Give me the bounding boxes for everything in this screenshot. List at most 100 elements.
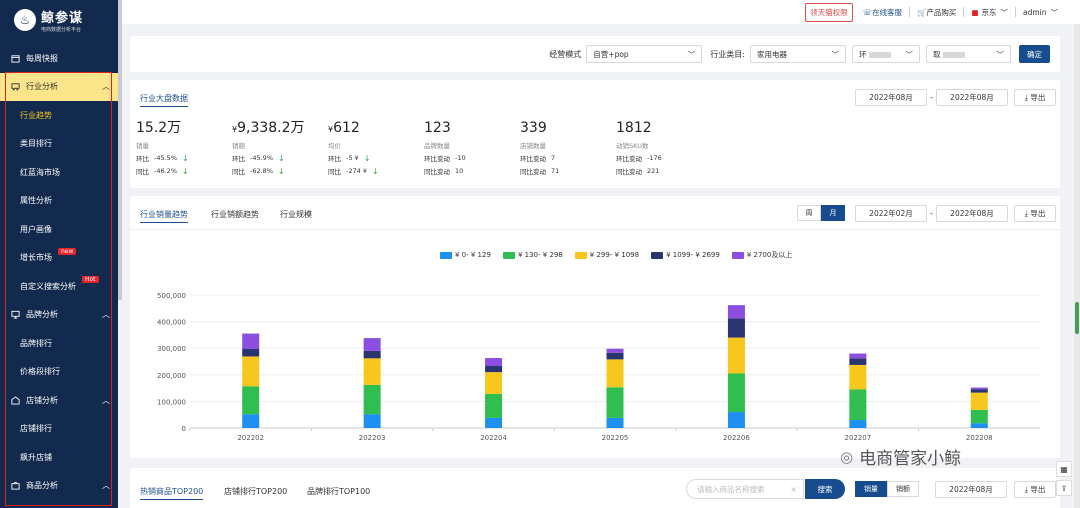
bar-segment — [849, 364, 867, 390]
kpi-mom: 环比变动 7 — [520, 154, 556, 163]
sidebar-item-brand[interactable]: 品牌分析 ︿ — [0, 301, 118, 330]
trend-panel — [130, 196, 1060, 458]
chevron-up-icon: ︿ — [102, 310, 110, 320]
chevron-down-icon: ﹀ — [687, 49, 696, 59]
bar-segment — [363, 358, 381, 385]
legend-item[interactable]: ¥ 2700及以上 — [731, 250, 792, 260]
chart-legend: ¥ 0- ¥ 129 ¥ 130- ¥ 298 ¥ 299- ¥ 1098 ¥ 109… — [440, 250, 792, 260]
week-toggle[interactable]: 周 — [797, 205, 821, 221]
legend-item[interactable]: ¥ 0- ¥ 129 — [440, 250, 491, 260]
page-scrollbar[interactable] — [1074, 24, 1080, 508]
arrow-down-icon: ↓ — [278, 153, 285, 163]
mode-value: 自营+pop — [593, 49, 629, 59]
sidebar-item-rising-shop[interactable]: 飙升店铺 — [0, 443, 118, 472]
sidebar-item-redblue-market[interactable]: 红蓝海市场 — [0, 158, 118, 187]
legend-item[interactable]: ¥ 299- ¥ 1098 — [574, 250, 639, 260]
online-service-link[interactable]: 在线客服 — [872, 7, 903, 17]
sidebar-item-brand-rank[interactable]: 品牌排行 — [0, 329, 118, 358]
sidebar-item-attribute[interactable]: 属性分析 — [0, 187, 118, 216]
bar-segment — [242, 386, 260, 415]
tab-shop-rank[interactable]: 店铺排行TOP200 — [224, 487, 288, 496]
stacked-bar-chart: 0 100,000 200,000 300,000 400,000 500,000 2022… — [157, 292, 1040, 442]
category-label: 行业类目: — [710, 49, 745, 59]
kpi-yoy: 同比 -46.2% ↓ — [136, 166, 189, 177]
legend-item[interactable]: ¥ 130- ¥ 298 — [502, 250, 563, 260]
platform-select[interactable]: 京东 — [981, 7, 997, 17]
sidebar-item-product[interactable]: 商品分析 ︿ — [0, 472, 118, 501]
search-button[interactable]: 搜索 — [805, 479, 845, 499]
subcategory-select-2[interactable]: 取 ﹀ — [926, 45, 1011, 63]
volume-toggle[interactable]: 销量 — [855, 481, 887, 497]
y-tick-label: 400,000 — [157, 319, 186, 327]
top-list-panel — [130, 468, 1060, 508]
sidebar-item-custom-search[interactable]: 自定义搜索分析 Hot — [0, 272, 118, 301]
y-tick-label: 0 — [182, 425, 186, 433]
sidebar-item-label: 商品分析 — [26, 481, 58, 491]
top-icon[interactable]: ⇪ — [1056, 480, 1072, 496]
overview-panel — [130, 80, 1060, 188]
trend-date-start[interactable]: 2022年02月 — [855, 205, 927, 222]
bottom-date[interactable]: 2022年08月 — [935, 481, 1007, 498]
user-menu[interactable]: admin — [1023, 7, 1047, 17]
bar-segment — [606, 348, 624, 353]
qr-icon[interactable]: ▦ — [1056, 461, 1072, 477]
sidebar-item-shop[interactable]: 店铺分析 ︿ — [0, 386, 118, 415]
bar-segment — [606, 387, 624, 418]
overview-export-button[interactable]: ⤓ 导出 — [1014, 89, 1056, 106]
tab-brand-rank[interactable]: 品牌排行TOP100 — [307, 487, 371, 496]
bar-segment — [242, 348, 260, 357]
bottom-export-button[interactable]: ⤓ 导出 — [1014, 481, 1056, 498]
sidebar-item-growth-market[interactable]: 增长市场 new — [0, 244, 118, 273]
sidebar-item-industry-trend[interactable]: 行业趋势 — [0, 101, 118, 130]
subcategory-select-1[interactable]: 环 ﹀ — [852, 45, 920, 63]
chevron-down-icon: ﹀ — [996, 49, 1005, 59]
overview-date-end[interactable]: 2022年08月 — [936, 89, 1008, 106]
product-search-input[interactable]: 请输入商品名称搜索 × — [686, 479, 804, 499]
trend-export-button[interactable]: ⤓ 导出 — [1014, 205, 1056, 222]
bar-segment — [242, 333, 260, 349]
chevron-down-icon: ﹀ — [1050, 7, 1059, 17]
feedback-button[interactable]: 领天猫权限 — [805, 2, 853, 22]
month-toggle[interactable]: 月 — [821, 205, 845, 221]
hot-badge: Hot — [82, 276, 99, 283]
bar-segment — [363, 338, 381, 351]
legend-item[interactable]: ¥ 1099- ¥ 2699 — [651, 250, 720, 260]
sidebar-item-label: 增长市场 — [20, 253, 52, 263]
sidebar-item-category-rank[interactable]: 类目排行 — [0, 130, 118, 159]
kpi-card: 123 品牌数量 环比变动 -10 同比变动 10 — [424, 118, 520, 176]
sidebar-item-weekly[interactable]: 每周快报 — [0, 44, 118, 73]
kpi-label: 销量 — [136, 142, 149, 150]
tab-industry-scale[interactable]: 行业规模 — [280, 210, 312, 219]
download-icon: ⤓ — [1024, 484, 1028, 494]
sidebar-item-shop-rank[interactable]: 店铺排行 — [0, 415, 118, 444]
legend-swatch — [731, 251, 744, 259]
legend-swatch — [440, 251, 452, 259]
calendar-icon — [10, 53, 20, 63]
category-select[interactable]: 家用电器 ﹀ — [750, 45, 846, 63]
trend-date-end[interactable]: 2022年08月 — [936, 205, 1008, 222]
tab-overview[interactable]: 行业大盘数据 — [140, 93, 188, 107]
x-tick-label: 202207 — [844, 434, 871, 442]
purchase-link[interactable]: 产品购买 — [926, 7, 957, 17]
amount-toggle[interactable]: 销额 — [887, 481, 919, 497]
bar-segment — [970, 409, 988, 424]
sidebar-item-label: 品牌排行 — [20, 338, 52, 348]
overview-date-start[interactable]: 2022年08月 — [855, 89, 927, 106]
sidebar-item-user-profile[interactable]: 用户画像 — [0, 215, 118, 244]
clear-icon[interactable]: × — [790, 484, 797, 494]
sidebar-item-price-rank[interactable]: 价格段排行 — [0, 358, 118, 387]
tab-hot-products[interactable]: 热销商品TOP200 — [140, 486, 204, 500]
y-tick-label: 200,000 — [157, 372, 186, 380]
brand-title: 鲸参谋 — [41, 11, 84, 26]
arrow-down-icon: ↓ — [182, 166, 189, 176]
tab-sales-volume-trend[interactable]: 行业销量趋势 — [140, 209, 188, 223]
download-icon: ⤓ — [1024, 92, 1028, 102]
sidebar-scrollbar[interactable] — [118, 0, 122, 300]
sidebar-item-label: 类目排行 — [20, 139, 52, 149]
sidebar-item-industry[interactable]: 行业分析 ︿ — [0, 72, 118, 101]
subcategory-value-1: 环 — [859, 49, 867, 59]
tab-sales-amount-trend[interactable]: 行业销额趋势 — [211, 210, 259, 219]
mode-select[interactable]: 自营+pop ﹀ — [586, 45, 703, 63]
arrow-down-icon: ↓ — [278, 166, 285, 176]
confirm-button[interactable]: 确定 — [1019, 45, 1050, 63]
